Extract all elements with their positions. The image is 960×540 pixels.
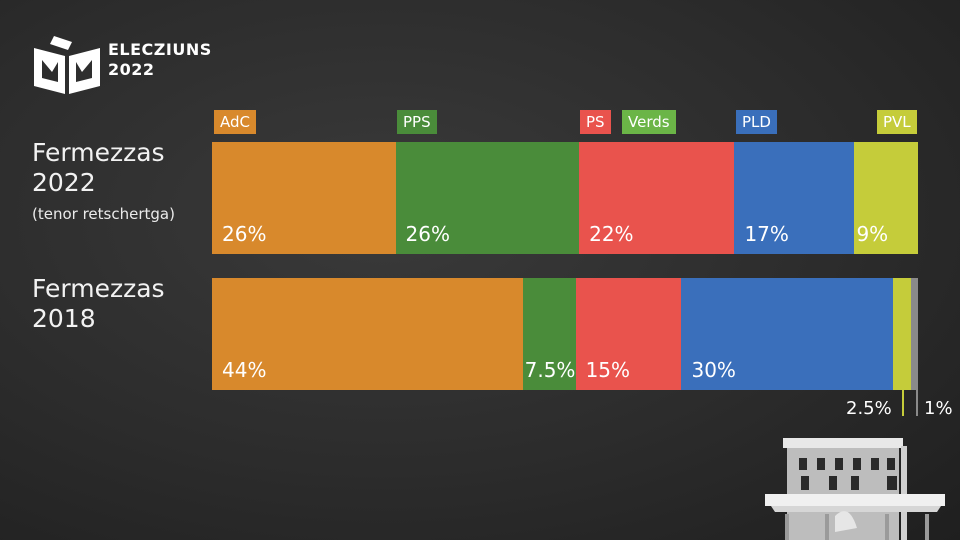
bar-segment-2022-pvl: 9% xyxy=(854,142,918,254)
logo-line2: 2022 xyxy=(108,60,155,79)
bar-segment-2022-pld: 17% xyxy=(734,142,855,254)
label-other-2018: 1% xyxy=(924,398,953,419)
row-title-line1: Fermezzas xyxy=(32,274,165,303)
data-label-2018-pps: 7.5% xyxy=(524,358,576,382)
bar-segment-2018-adc: 44% xyxy=(212,278,523,390)
bar-segment-2018-pld: 30% xyxy=(681,278,894,390)
bar-segment-2022-ps: 22% xyxy=(579,142,735,254)
data-label-2018-adc: 44% xyxy=(222,358,267,382)
label-pvl-2018: 2.5% xyxy=(846,398,892,419)
row-title-line2: 2022 xyxy=(32,168,96,197)
data-label-2018-ps: 15% xyxy=(585,358,631,382)
elections-logo-icon xyxy=(34,36,100,94)
bar-row-2022: 26% 26% 22% 17% 9% xyxy=(212,142,918,254)
bar-segment-2022-pps: 26% xyxy=(395,142,580,254)
row-subtitle-2022: (tenor retschertga) xyxy=(32,205,175,223)
logo-text: ELECZIUNS 2022 xyxy=(108,40,212,80)
row-label-2022: Fermezzas 2022 xyxy=(32,138,165,198)
bar-segment-2022-adc: 26% xyxy=(212,142,396,254)
tick-pvl-2018 xyxy=(902,390,904,416)
tick-other-2018 xyxy=(916,390,918,416)
legend-tag-adc: AdC xyxy=(214,110,256,134)
row-label-2018: Fermezzas 2018 xyxy=(32,274,165,334)
row-title-line1: Fermezzas xyxy=(32,138,165,167)
legend-tag-pld: PLD xyxy=(736,110,777,134)
row-title-line2: 2018 xyxy=(32,304,96,333)
data-label-2022-adc: 26% xyxy=(222,222,267,246)
parliament-building-icon xyxy=(765,438,945,540)
legend-tag-pvl: PVL xyxy=(877,110,917,134)
legend-tag-ps: PS xyxy=(580,110,611,134)
bar-segment-2018-ps: 15% xyxy=(575,278,682,390)
bar-segment-2018-pps: 7.5% xyxy=(522,278,576,390)
logo-line1: ELECZIUNS xyxy=(108,40,212,59)
data-label-2022-pld: 17% xyxy=(744,222,789,246)
bar-segment-2018-pvl xyxy=(893,278,911,390)
data-label-2022-ps: 22% xyxy=(589,222,634,246)
data-label-2022-pvl: 9% xyxy=(856,222,889,246)
legend-tag-pps: PPS xyxy=(397,110,437,134)
data-label-2022-pps: 26% xyxy=(405,222,450,246)
data-label-2018-pld: 30% xyxy=(691,358,736,382)
legend-tag-verds: Verds xyxy=(622,110,676,134)
bar-row-2018: 44% 7.5% 15% 30% xyxy=(212,278,918,390)
bar-segment-2018-other xyxy=(910,278,918,390)
